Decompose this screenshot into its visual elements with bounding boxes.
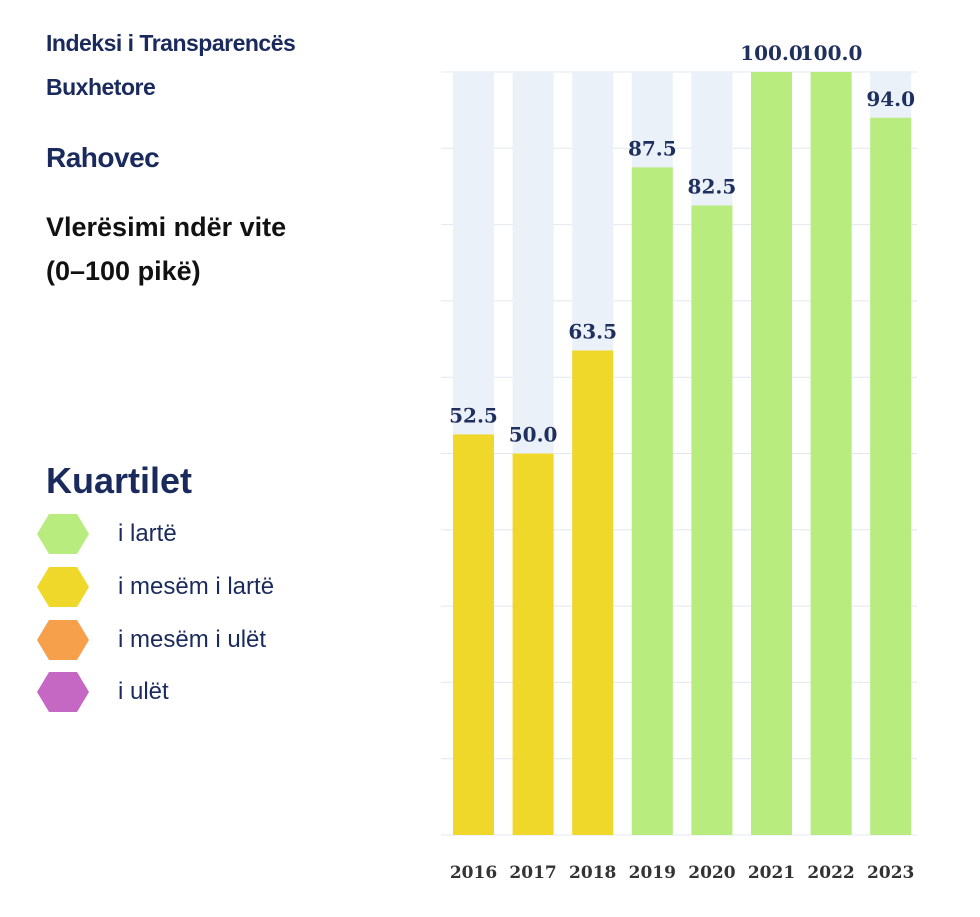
index-title-line-2: Buxhetore: [46, 74, 156, 100]
bar: [691, 205, 733, 835]
bar: [870, 117, 912, 835]
legend-item-lower-middle: i mesëm i ulët: [36, 618, 356, 662]
bar-value-label: 52.5: [449, 403, 498, 427]
bar-value-label: 100.0: [800, 41, 863, 65]
hexagon-icon: [37, 672, 89, 712]
bar-value-label: 50.0: [509, 423, 558, 447]
chart-subtitle-line-2: (0–100 pikë): [46, 256, 201, 286]
x-tick-label: 2019: [629, 863, 676, 883]
bar: [810, 72, 852, 835]
legend-item-high: i lartë: [36, 512, 356, 556]
bar-value-label: 63.5: [568, 319, 617, 343]
hexagon-icon: [37, 567, 89, 607]
x-tick-label: 2017: [509, 863, 556, 883]
bar: [572, 350, 614, 835]
legend-label-high: i lartë: [118, 520, 177, 547]
bar: [453, 434, 494, 835]
x-tick-label: 2023: [867, 863, 914, 883]
index-title-line-1: Indeksi i Transparencës: [46, 30, 296, 56]
bar-value-label: 100.0: [740, 41, 803, 65]
legend-title: Kuartilet: [46, 460, 193, 501]
bar: [751, 72, 792, 835]
x-tick-label: 2022: [807, 863, 854, 883]
bar: [631, 167, 673, 835]
x-tick-label: 2021: [748, 863, 795, 883]
hexagon-icon: [37, 514, 89, 554]
hexagon-icon: [37, 620, 89, 660]
legend-label-lower-middle: i mesëm i ulët: [118, 626, 267, 653]
x-tick-label: 2016: [450, 863, 497, 883]
bar-value-label: 94.0: [866, 87, 915, 111]
chart-subtitle-line-1: Vlerësimi ndër vite: [46, 212, 287, 242]
municipality-name: Rahovec: [46, 142, 160, 173]
legend-item-upper-middle: i mesëm i lartë: [36, 565, 356, 609]
bar-value-label: 87.5: [628, 136, 677, 160]
legend-item-low: i ulët: [36, 670, 356, 714]
legend-label-upper-middle: i mesëm i lartë: [118, 573, 275, 600]
x-tick-label: 2018: [569, 863, 616, 883]
legend-label-low: i ulët: [118, 678, 169, 705]
x-tick-label: 2020: [688, 863, 735, 883]
bar-value-label: 82.5: [688, 175, 737, 199]
bar: [512, 453, 554, 835]
